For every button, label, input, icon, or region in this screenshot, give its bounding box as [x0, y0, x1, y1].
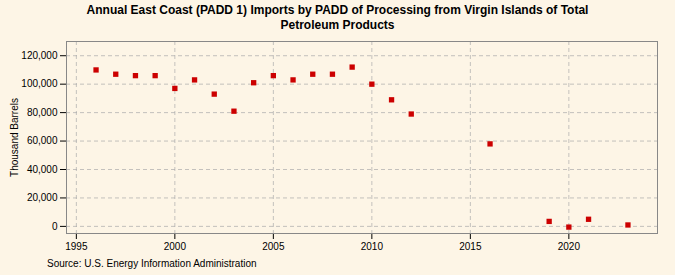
- svg-text:2020: 2020: [558, 241, 581, 252]
- svg-text:0: 0: [52, 221, 58, 232]
- html-text:Source: U.S. Energy Informatio: Source: U.S. Energy Information Administ…: [47, 258, 257, 269]
- svg-text:60,000: 60,000: [27, 135, 58, 146]
- svg-text:Thousand Barrels: Thousand Barrels: [9, 98, 20, 177]
- svg-text:2015: 2015: [459, 241, 482, 252]
- svg-text:80,000: 80,000: [27, 107, 58, 118]
- svg-text:120,000: 120,000: [21, 50, 58, 61]
- svg-text:20,000: 20,000: [27, 192, 58, 203]
- svg-text:1995: 1995: [65, 241, 88, 252]
- svg-text:2010: 2010: [361, 241, 384, 252]
- svg-text:2005: 2005: [262, 241, 285, 252]
- svg-text:2000: 2000: [164, 241, 187, 252]
- svg-text:100,000: 100,000: [21, 78, 58, 89]
- html-text:Petroleum Products: Petroleum Products: [280, 18, 395, 32]
- svg-text:40,000: 40,000: [27, 164, 58, 175]
- html-text:Annual East Coast (PADD 1) Imp: Annual East Coast (PADD 1) Imports by PA…: [86, 3, 589, 17]
